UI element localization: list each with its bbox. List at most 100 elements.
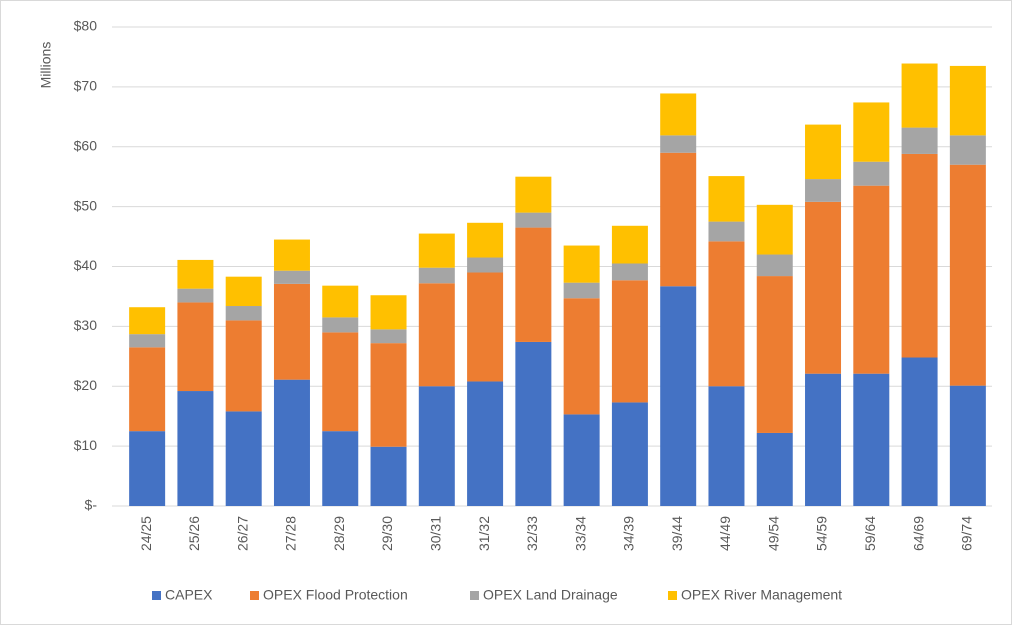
bar-segment — [129, 347, 166, 432]
bar-segment — [273, 239, 310, 271]
x-tick-label: 26/27 — [234, 516, 250, 551]
bar-segment — [563, 298, 600, 415]
bar-segment — [708, 241, 745, 387]
y-tick-label: $10 — [74, 437, 98, 453]
bar-segment — [611, 263, 648, 281]
y-tick-label: $30 — [74, 317, 98, 333]
x-tick-label: 54/59 — [814, 516, 830, 551]
bar-segment — [418, 283, 455, 387]
bar-segment — [563, 282, 600, 299]
bar-segment — [660, 152, 697, 287]
y-axis-label: Millions — [38, 42, 54, 89]
x-tick-label: 34/39 — [621, 516, 637, 551]
x-tick-label: 39/44 — [669, 516, 685, 551]
bar-segment — [901, 127, 938, 154]
x-tick-label: 49/54 — [765, 516, 781, 551]
x-tick-label: 27/28 — [283, 516, 299, 551]
bar-segment — [563, 414, 600, 506]
bar-segment — [322, 431, 359, 506]
bar-segment — [370, 295, 407, 330]
bar-segment — [949, 65, 986, 136]
bar-segment — [418, 233, 455, 268]
bar-segment — [225, 276, 262, 307]
bar-segment — [805, 179, 842, 202]
x-tick-label: 24/25 — [138, 516, 154, 551]
legend-swatch — [250, 591, 259, 600]
bar-segment — [805, 124, 842, 180]
bar-segment — [515, 341, 552, 506]
y-tick-label: $20 — [74, 377, 98, 393]
bar-segment — [853, 161, 890, 186]
bar-segment — [322, 285, 359, 318]
legend-swatch — [152, 591, 161, 600]
bar-segment — [467, 272, 504, 382]
bar-segment — [611, 402, 648, 506]
bar-segment — [949, 164, 986, 386]
bar-segment — [660, 135, 697, 153]
bar-segment — [225, 306, 262, 321]
x-tick-label: 29/30 — [379, 516, 395, 551]
bar-segment — [273, 270, 310, 284]
y-tick-label: $80 — [74, 18, 98, 34]
bar-segment — [418, 386, 455, 506]
y-tick-label: $50 — [74, 197, 98, 213]
bar-segment — [467, 381, 504, 506]
x-tick-label: 64/69 — [910, 516, 926, 551]
bar-segment — [129, 431, 166, 506]
bar-segment — [949, 385, 986, 506]
bar-segment — [177, 288, 214, 303]
bar-segment — [853, 102, 890, 162]
legend-swatch — [668, 591, 677, 600]
bar-segment — [756, 254, 793, 277]
x-tick-label: 25/26 — [186, 516, 202, 551]
bar-segment — [708, 386, 745, 506]
bar-segment — [467, 222, 504, 258]
bar-segment — [901, 63, 938, 128]
bar-segment — [660, 286, 697, 506]
x-tick-label: 44/49 — [717, 516, 733, 551]
x-tick-label: 30/31 — [428, 516, 444, 551]
bar-segment — [853, 373, 890, 506]
x-tick-label: 33/34 — [572, 516, 588, 551]
bar-segment — [370, 343, 407, 447]
bar-segment — [322, 332, 359, 432]
y-tick-label: $70 — [74, 78, 98, 94]
bar-segment — [901, 357, 938, 506]
bar-segment — [853, 185, 890, 374]
bar-segment — [949, 135, 986, 165]
bar-segment — [177, 391, 214, 506]
legend-label: OPEX Flood Protection — [263, 587, 408, 603]
bar-segment — [515, 176, 552, 213]
bar-segment — [515, 227, 552, 342]
bar-segment — [370, 446, 407, 506]
y-tick-label: $- — [85, 497, 98, 513]
bar-segment — [756, 432, 793, 506]
y-tick-label: $60 — [74, 137, 98, 153]
bar-segment — [611, 280, 648, 403]
y-tick-label: $40 — [74, 257, 98, 273]
bar-segment — [756, 276, 793, 433]
bar-segment — [708, 221, 745, 242]
x-tick-label: 31/32 — [476, 516, 492, 551]
bar-segment — [322, 317, 359, 333]
bar-segment — [563, 245, 600, 283]
x-tick-label: 59/64 — [862, 516, 878, 551]
bar-segment — [225, 320, 262, 412]
bar-segment — [370, 329, 407, 344]
bar-segment — [418, 267, 455, 284]
bar-segment — [467, 257, 504, 273]
bar-segment — [225, 411, 262, 506]
bar-segment — [901, 153, 938, 358]
bar-segment — [611, 225, 648, 264]
x-tick-label: 69/74 — [959, 516, 975, 551]
bar-segment — [805, 373, 842, 506]
legend-label: OPEX River Management — [681, 587, 842, 603]
bar-segment — [273, 379, 310, 506]
bar-segment — [660, 93, 697, 136]
bar-segment — [756, 204, 793, 255]
bar-segment — [708, 176, 745, 222]
bar-segment — [177, 259, 214, 289]
bar-segment — [805, 201, 842, 374]
legend-label: OPEX Land Drainage — [483, 587, 618, 603]
